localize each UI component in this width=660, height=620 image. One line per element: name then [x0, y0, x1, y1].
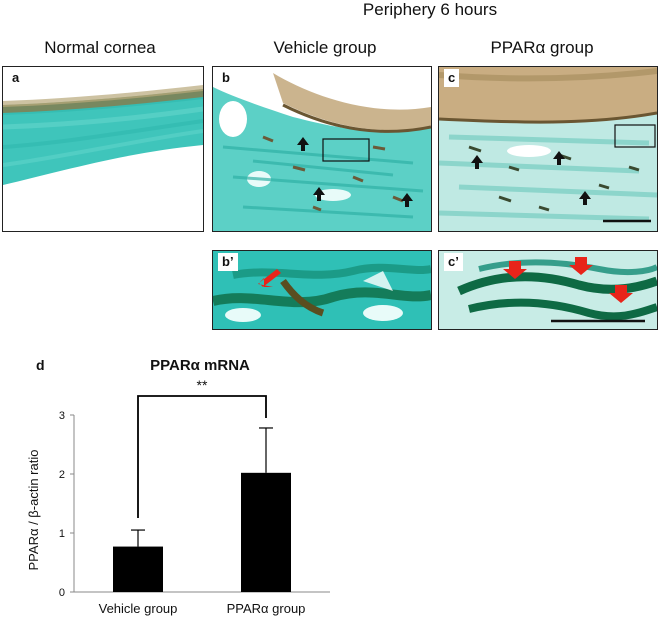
red-arrow-icon: [258, 269, 281, 287]
panel-c-prime-micrograph: [439, 251, 657, 329]
black-arrow-icon: [471, 155, 483, 169]
panel-b-vehicle-group: b: [212, 66, 432, 232]
panel-b-prime-label: b’: [218, 253, 238, 271]
significance-bracket: [137, 395, 267, 519]
panel-c-prime-label: c’: [444, 253, 463, 271]
panel-a-label: a: [8, 69, 24, 87]
chart-panel-label: d: [36, 357, 45, 373]
y-tick-label: 1: [59, 528, 65, 540]
bar-chart: d PPARα mRNA PPARα / β-actin ratio 0 1 2 3 V…: [26, 357, 330, 616]
panel-c-micrograph: [439, 67, 657, 231]
panel-c-pparalpha-group: c: [438, 66, 658, 232]
panel-b-prime-vehicle-closeup: b’: [212, 250, 432, 330]
y-tick-label: 0: [59, 587, 65, 599]
panel-c-label: c: [444, 69, 460, 87]
panel-c-prime-pparalpha-closeup: c’: [438, 250, 658, 330]
panel-a-normal-cornea: a: [2, 66, 204, 232]
column-header-normal: Normal cornea: [44, 38, 156, 57]
black-arrow-icon: [579, 191, 591, 205]
red-arrow-icon: [569, 257, 593, 275]
column-header-pparalpha: PPARα group: [490, 38, 594, 57]
bar: [241, 472, 291, 592]
figure-top-header: Periphery 6 hours: [362, 0, 498, 19]
red-arrow-icon: [503, 261, 527, 279]
y-axis-label: PPARα / β-actin ratio: [26, 450, 41, 571]
significance-label: **: [197, 377, 208, 393]
panel-b-label: b: [218, 69, 234, 87]
red-arrow-icon: [609, 285, 633, 303]
chart-title: PPARα mRNA: [150, 357, 250, 374]
panel-b-micrograph: [213, 67, 431, 231]
x-tick-label: Vehicle group: [99, 601, 178, 616]
panel-a-micrograph: [3, 67, 203, 231]
x-tick-label: PPARα group: [227, 601, 306, 616]
y-tick-label: 3: [59, 410, 65, 422]
black-arrow-icon: [401, 193, 413, 207]
black-arrow-icon: [553, 151, 565, 165]
column-header-vehicle: Vehicle group: [273, 38, 377, 57]
panel-b-prime-micrograph: [213, 251, 431, 329]
y-tick-label: 2: [59, 469, 65, 481]
bar: [113, 546, 163, 592]
black-arrow-icon: [297, 137, 309, 151]
black-arrow-icon: [313, 187, 325, 201]
